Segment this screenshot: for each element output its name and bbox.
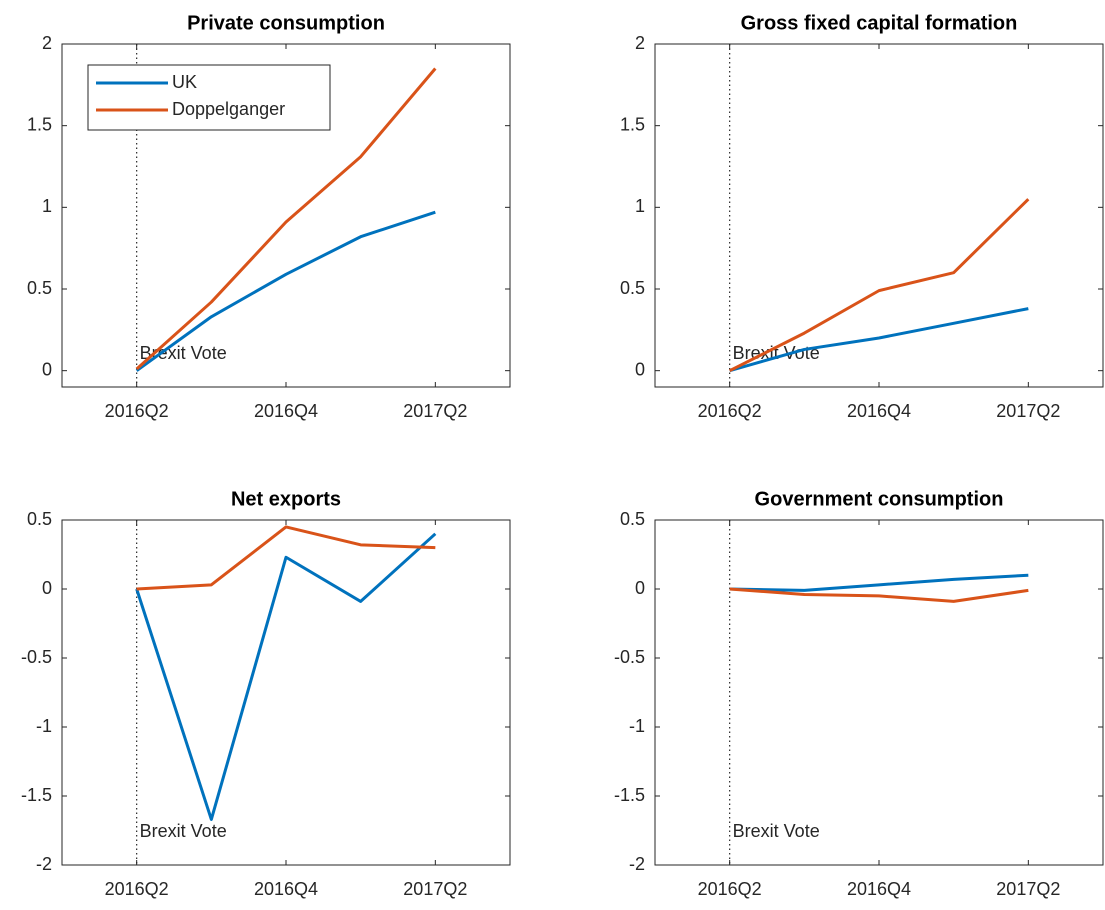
series-line: [135, 210, 436, 372]
y-tick-label: 0.5: [27, 509, 52, 529]
y-tick-label: 0: [42, 578, 52, 598]
x-tick-label: 2016Q4: [254, 401, 318, 421]
y-tick-label: 0: [635, 578, 645, 598]
series-line: [136, 525, 436, 591]
series-line: [729, 573, 1029, 592]
plot-area: [62, 520, 510, 865]
chart-title: Government consumption: [755, 488, 1004, 510]
x-tick-label: 2016Q4: [847, 401, 911, 421]
series-line: [135, 532, 437, 821]
series-line: [728, 198, 1030, 373]
y-tick-label: -0.5: [21, 647, 52, 667]
y-tick-label: 0.5: [27, 278, 52, 298]
y-tick-label: 1.5: [27, 114, 52, 134]
y-tick-label: 2: [635, 33, 645, 53]
x-tick-label: 2016Q2: [105, 401, 169, 421]
legend-label: Doppelganger: [172, 99, 285, 119]
y-tick-label: -1.5: [614, 785, 645, 805]
series-line: [729, 307, 1029, 373]
series-line: [135, 67, 437, 371]
x-tick-label: 2016Q2: [698, 879, 762, 899]
legend-label: UK: [172, 72, 197, 92]
y-tick-label: 0: [635, 359, 645, 379]
y-tick-label: 0.5: [620, 509, 645, 529]
y-tick-label: 0: [42, 359, 52, 379]
annotation: Brexit Vote: [140, 821, 227, 841]
series-line: [729, 587, 1029, 603]
y-tick-label: 0.5: [620, 278, 645, 298]
x-tick-label: 2017Q2: [403, 879, 467, 899]
x-tick-label: 2017Q2: [403, 401, 467, 421]
plot-area: [655, 520, 1103, 865]
y-tick-label: 2: [42, 33, 52, 53]
x-tick-label: 2016Q4: [847, 879, 911, 899]
x-tick-label: 2017Q2: [996, 879, 1060, 899]
plot-area: [655, 44, 1103, 387]
y-tick-label: 1.5: [620, 114, 645, 134]
axes-box: [61, 519, 511, 866]
axes-box: [654, 43, 1104, 388]
axes-box: [61, 43, 511, 388]
chart-title: Net exports: [231, 488, 341, 510]
y-tick-label: -0.5: [614, 647, 645, 667]
y-tick-label: 1: [635, 196, 645, 216]
x-tick-label: 2016Q2: [698, 401, 762, 421]
y-tick-label: -2: [36, 854, 52, 874]
chart-title: Private consumption: [187, 12, 385, 34]
y-tick-label: -1.5: [21, 785, 52, 805]
x-tick-label: 2017Q2: [996, 401, 1060, 421]
legend-box: [87, 64, 331, 131]
y-tick-label: -1: [629, 716, 645, 736]
y-tick-label: -1: [36, 716, 52, 736]
annotation: Brexit Vote: [733, 821, 820, 841]
y-tick-label: -2: [629, 854, 645, 874]
x-tick-label: 2016Q2: [105, 879, 169, 899]
y-tick-label: 1: [42, 196, 52, 216]
chart-title: Gross fixed capital formation: [741, 12, 1018, 34]
axes-box: [654, 519, 1104, 866]
x-tick-label: 2016Q4: [254, 879, 318, 899]
